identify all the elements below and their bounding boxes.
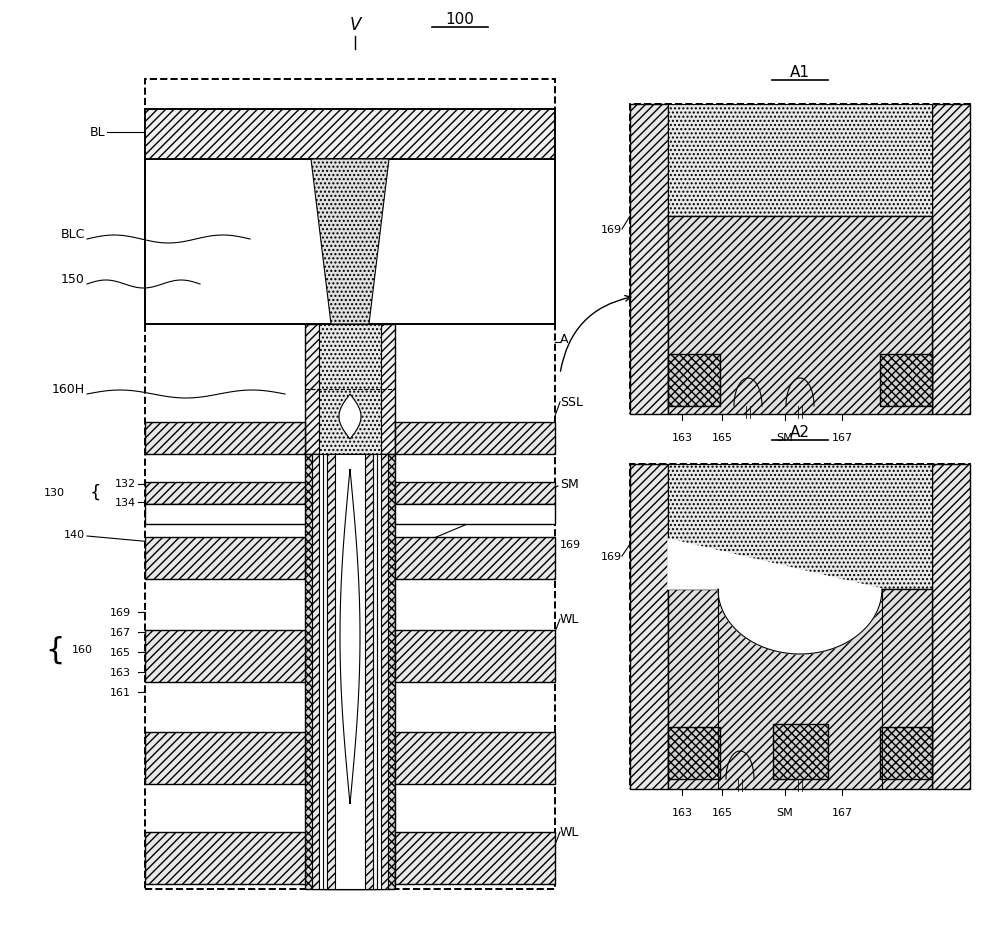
Text: SSL: SSL: [560, 396, 583, 409]
Polygon shape: [339, 395, 361, 440]
Bar: [312, 454, 388, 889]
Bar: [668, 589, 932, 789]
Bar: [145, 537, 305, 580]
Bar: [395, 733, 555, 784]
Polygon shape: [311, 160, 389, 325]
Text: {: {: [89, 483, 101, 501]
Text: 130: 130: [44, 487, 65, 497]
Bar: [668, 464, 932, 589]
Text: SM: SM: [777, 807, 793, 818]
Text: 169: 169: [601, 225, 622, 235]
Text: 167: 167: [110, 628, 131, 637]
Text: V: V: [349, 16, 361, 34]
Text: WL: WL: [560, 613, 579, 626]
Text: 161: 161: [110, 687, 131, 698]
Text: 169: 169: [110, 607, 131, 617]
Bar: [305, 325, 395, 454]
Bar: [327, 454, 373, 889]
Bar: [880, 355, 932, 407]
Text: 160H: 160H: [52, 383, 85, 396]
Bar: [395, 631, 555, 683]
Text: 132: 132: [115, 479, 136, 488]
Text: A2: A2: [790, 425, 810, 440]
Bar: [668, 217, 932, 414]
Bar: [630, 105, 970, 414]
Bar: [145, 482, 305, 504]
Text: 163: 163: [672, 807, 692, 818]
Bar: [630, 464, 970, 789]
Text: 163: 163: [672, 432, 692, 443]
Bar: [145, 80, 555, 889]
Bar: [668, 727, 720, 779]
Bar: [395, 832, 555, 885]
Text: 140: 140: [64, 530, 85, 539]
Bar: [145, 832, 305, 885]
Bar: [668, 355, 720, 407]
Bar: [145, 110, 555, 160]
Bar: [319, 325, 381, 454]
Bar: [305, 454, 395, 889]
Text: A: A: [560, 333, 568, 346]
Text: SM: SM: [777, 432, 793, 443]
Bar: [145, 160, 555, 325]
Polygon shape: [340, 469, 360, 804]
Bar: [335, 454, 365, 889]
Text: W2: W2: [342, 365, 358, 376]
Text: 134: 134: [115, 497, 136, 508]
Bar: [395, 537, 555, 580]
Text: A1: A1: [790, 65, 810, 80]
Bar: [395, 423, 555, 454]
Bar: [880, 727, 932, 779]
Text: 100: 100: [446, 12, 474, 27]
Bar: [395, 504, 555, 525]
Bar: [145, 631, 305, 683]
Text: SM: SM: [560, 478, 579, 491]
Polygon shape: [668, 539, 882, 654]
Text: 165: 165: [110, 648, 131, 657]
Bar: [668, 105, 932, 217]
Text: 165: 165: [712, 807, 732, 818]
Text: BL: BL: [89, 126, 105, 140]
Bar: [145, 733, 305, 784]
Text: 163: 163: [110, 667, 131, 677]
Text: BLC: BLC: [61, 228, 85, 242]
Bar: [932, 464, 970, 789]
Bar: [932, 105, 970, 414]
Text: WL: WL: [560, 826, 579, 838]
Bar: [772, 724, 828, 779]
Text: 160: 160: [72, 645, 93, 654]
Bar: [145, 423, 305, 454]
Text: 169: 169: [601, 551, 622, 562]
Bar: [145, 504, 305, 525]
Text: 150: 150: [61, 273, 85, 286]
Bar: [630, 464, 668, 789]
Text: 167: 167: [831, 807, 853, 818]
Text: {: {: [45, 634, 65, 664]
Bar: [630, 105, 668, 414]
Bar: [319, 454, 381, 889]
Text: 169: 169: [560, 539, 581, 549]
Bar: [395, 482, 555, 504]
Text: 167: 167: [831, 432, 853, 443]
Text: 165: 165: [712, 432, 732, 443]
Bar: [323, 454, 377, 889]
Text: W1: W1: [342, 697, 358, 706]
